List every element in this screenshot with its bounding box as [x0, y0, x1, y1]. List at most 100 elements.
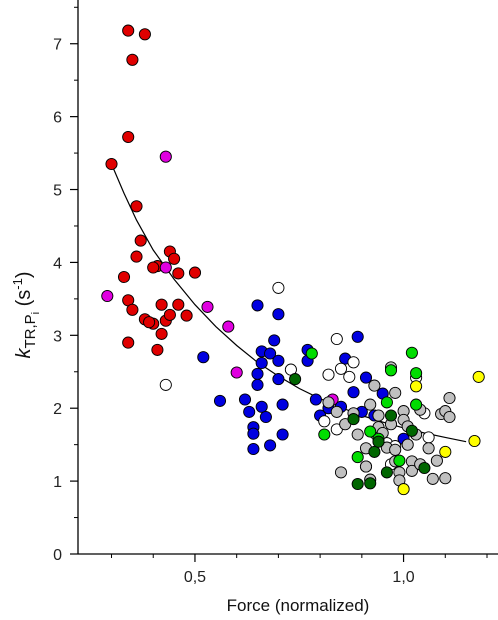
y-axis-title-unit-close: )	[13, 271, 35, 278]
data-point	[264, 347, 277, 360]
data-point	[364, 425, 377, 438]
data-point	[172, 298, 185, 311]
data-point	[380, 396, 393, 409]
data-point	[410, 367, 423, 380]
data-point	[380, 466, 393, 479]
data-point	[159, 261, 172, 274]
data-point	[130, 200, 143, 213]
x-axis-title: Force (normalized)	[227, 596, 370, 615]
data-point	[155, 327, 168, 340]
data-point	[351, 477, 364, 491]
data-point	[334, 466, 348, 479]
data-point	[143, 316, 156, 329]
data-point	[289, 373, 302, 386]
y-axis-title-unit-open: (s	[13, 290, 35, 312]
data-point	[105, 157, 118, 171]
x-tick-label: 0,5	[184, 569, 206, 586]
data-point	[401, 438, 414, 451]
data-point	[134, 234, 147, 247]
y-tick-label: 3	[53, 328, 62, 345]
data-point	[230, 366, 243, 379]
data-point	[472, 370, 485, 383]
data-point	[201, 300, 214, 313]
y-tick-label: 1	[53, 474, 62, 491]
data-point	[405, 464, 418, 477]
data-point	[122, 130, 135, 144]
y-axis-ticks: 0 1 2 3 4 5 6 7	[53, 37, 78, 564]
data-point	[197, 351, 210, 364]
data-point	[318, 428, 331, 441]
data-point	[163, 308, 176, 321]
data-point	[251, 378, 264, 391]
data-point	[468, 434, 481, 448]
data-point	[347, 356, 360, 369]
x-minor-ticks	[111, 554, 488, 558]
data-point	[276, 398, 289, 411]
data-point	[155, 298, 168, 311]
data-point	[272, 354, 285, 367]
data-point	[384, 409, 398, 422]
data-point	[259, 410, 272, 424]
data-point	[368, 379, 381, 392]
data-point	[422, 442, 435, 455]
data-point	[372, 435, 385, 448]
data-points	[101, 24, 485, 496]
data-point	[430, 454, 443, 467]
data-point	[330, 405, 343, 418]
data-point	[418, 461, 431, 475]
data-point	[247, 427, 260, 440]
data-point	[364, 477, 377, 490]
y-tick-label: 0	[53, 547, 62, 564]
data-point	[439, 472, 452, 485]
data-point	[117, 270, 131, 284]
data-point	[426, 472, 439, 485]
y-axis-title: kTR,Pi (s-1)	[10, 271, 42, 358]
data-point	[443, 410, 456, 424]
y-tick-label: 5	[53, 183, 62, 200]
data-point	[330, 332, 343, 346]
data-point	[247, 442, 260, 456]
data-point	[272, 308, 285, 321]
data-point	[159, 378, 172, 391]
y-tick-label: 2	[53, 401, 62, 418]
data-point	[347, 413, 360, 426]
y-axis-title-subsub: i	[30, 312, 42, 314]
x-axis-ticks: 0,5 1,0	[184, 554, 415, 586]
data-point	[393, 454, 406, 467]
data-point	[372, 409, 385, 422]
data-point	[255, 356, 268, 370]
data-point	[180, 309, 193, 322]
data-point	[359, 371, 373, 384]
data-point	[422, 431, 435, 444]
data-point	[172, 267, 185, 280]
data-point	[272, 281, 285, 294]
data-point	[347, 386, 360, 399]
data-point	[101, 289, 114, 303]
data-point	[309, 393, 322, 406]
data-point	[126, 303, 139, 316]
y-minor-ticks	[74, 6, 78, 519]
data-point	[351, 451, 364, 464]
data-point	[213, 394, 227, 407]
data-point	[351, 330, 364, 343]
data-point	[351, 428, 364, 441]
y-axis-title-sub: TR,P	[22, 314, 39, 348]
x-tick-label: 1,0	[392, 569, 414, 586]
data-point	[384, 364, 398, 377]
data-point	[322, 396, 335, 409]
data-point	[255, 400, 268, 413]
data-point	[122, 336, 135, 349]
data-point	[410, 380, 423, 393]
data-point	[343, 370, 356, 383]
data-point	[322, 368, 335, 381]
y-tick-label: 7	[53, 37, 62, 54]
data-point	[305, 347, 318, 360]
data-point	[397, 483, 410, 496]
data-point	[159, 150, 172, 163]
y-axis-title-sup: -1	[10, 278, 25, 290]
data-point	[276, 428, 289, 441]
data-point	[405, 424, 418, 437]
data-point	[188, 266, 202, 279]
data-point	[138, 28, 151, 41]
